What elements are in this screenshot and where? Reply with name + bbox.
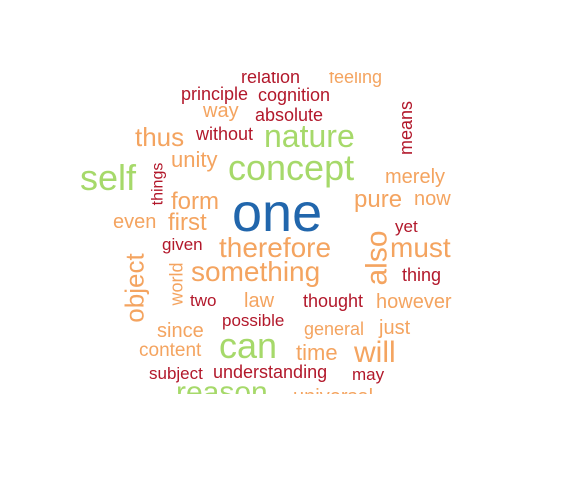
word-first: first [168,209,207,236]
word-thus: thus [135,122,185,152]
word-cognition: cognition [258,85,331,105]
word-relation: relation [241,72,301,87]
word-without: without [196,124,254,144]
word-possible: possible [222,311,285,330]
word-therefore: therefore [219,232,332,263]
word-may: may [352,365,385,384]
word-pure: pure [354,186,403,213]
word-now: now [414,188,451,210]
word-something: something [191,256,321,287]
word-nature: nature [264,118,355,154]
word-time: time [296,340,338,365]
word-yet: yet [395,217,418,236]
word-concept: concept [228,147,355,188]
word-one: one [232,183,323,243]
word-subject: subject [149,364,203,383]
word-feeling: feeling [329,72,383,87]
word-universal: universal [293,387,373,394]
word-means: means [396,100,417,156]
word-thought: thought [303,291,364,311]
word-principle: principle [181,84,249,104]
word-can: can [219,325,278,366]
word-content: content [139,340,202,361]
word-unity: unity [171,147,218,172]
word-reason: reason [176,376,268,395]
word-form: form [171,188,219,215]
word-thing: thing [402,265,442,285]
word-given: given [162,235,203,254]
word-self: self [80,157,137,198]
word-since: since [157,320,204,342]
word-absolute: absolute [255,105,324,125]
word-even: even [113,211,157,233]
word-general: general [304,319,365,339]
word-understanding: understanding [213,362,328,382]
word-will: will [354,336,396,369]
word-two: two [190,291,217,310]
word-however: however [376,291,452,313]
word-things: things [148,162,166,206]
word-just: just [379,317,411,339]
word-merely: merely [385,166,446,188]
word-must: must [390,232,451,263]
word-way: way [203,100,239,122]
word-object: object [119,253,150,323]
word-also: also [360,230,394,286]
word-law: law [244,290,275,312]
word-world: world [166,262,187,306]
word-cloud-clip-region: one concept nature self can reason will also the… [0,72,573,394]
